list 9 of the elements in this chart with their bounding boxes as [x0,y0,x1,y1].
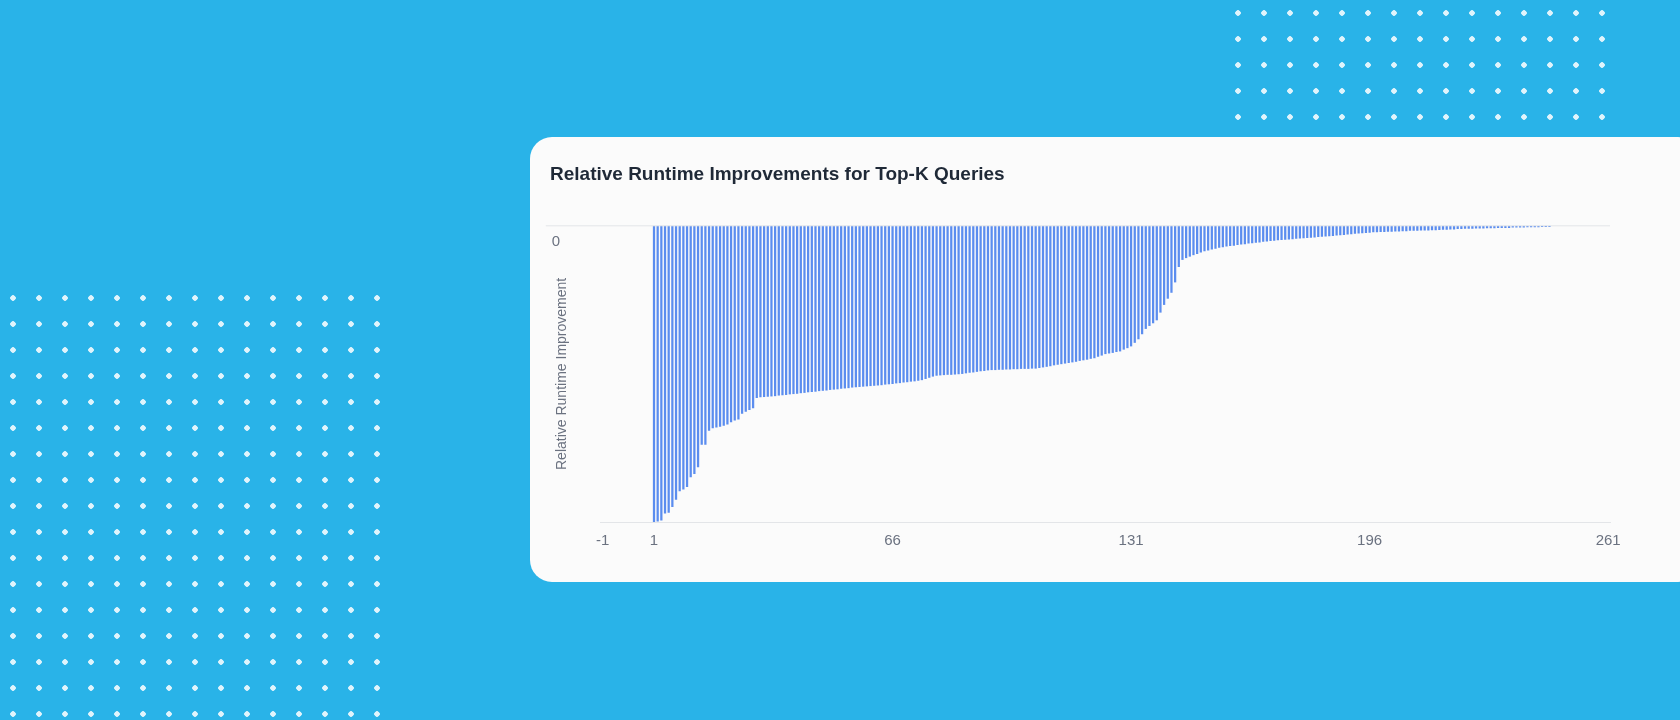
x-tick-label: 196 [1357,531,1383,549]
x-tick-label: -1 [595,531,610,549]
y-axis-title: Relative Runtime Improvement [553,277,570,470]
x-tick-label: 1 [649,531,659,549]
chart-title: Relative Runtime Improvements for Top-K Queries [550,162,1005,184]
text: 0 [551,232,560,250]
x-tick-label: 131 [1118,531,1144,549]
x-tick-label: 261 [1595,531,1621,549]
x-tick-label: 66 [884,531,901,549]
